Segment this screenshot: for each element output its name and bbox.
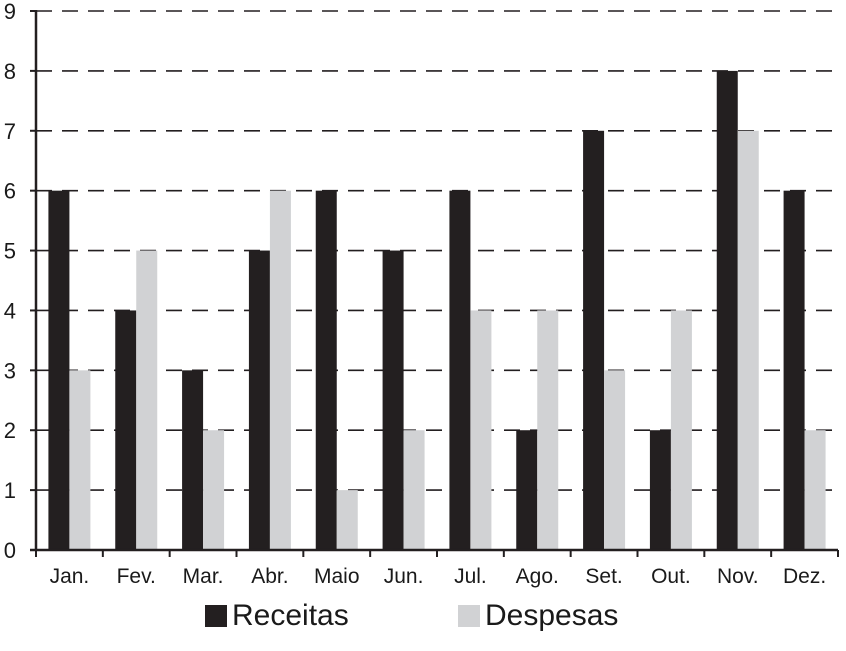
axes — [30, 10, 839, 557]
bar-despesas-1 — [69, 370, 91, 550]
bar-despesas-2 — [136, 250, 158, 551]
bars — [48, 70, 826, 551]
y-tick-label-2: 2 — [4, 418, 16, 443]
bar-despesas-7 — [470, 310, 492, 550]
x-tick-label-5: Maio — [314, 565, 360, 588]
bar-receitas-6 — [382, 250, 404, 551]
axis-labels: 0 1 2 3 4 5 6 7 8 9 Jan. Fev. Mar. Abr. Maio Jun. Jul. Ag… — [4, 0, 826, 588]
bar-despesas-12 — [804, 430, 826, 550]
bar-despesas-3 — [203, 430, 225, 550]
legend-label-receitas: Receitas — [232, 599, 349, 632]
legend-swatch-receitas — [205, 605, 227, 627]
bar-despesas-9 — [604, 370, 626, 550]
bar-despesas-5 — [336, 490, 358, 550]
bar-receitas-1 — [48, 190, 70, 550]
bar-receitas-9 — [583, 130, 605, 550]
x-tick-label-9: Set. — [585, 565, 622, 588]
bar-receitas-7 — [449, 190, 471, 550]
legend: Receitas Despesas — [0, 598, 846, 648]
x-tick-label-1: Jan. — [50, 565, 90, 588]
bar-receitas-10 — [649, 430, 671, 550]
x-tick-label-3: Mar. — [183, 565, 224, 588]
bar-receitas-2 — [115, 310, 137, 550]
bar-despesas-4 — [269, 190, 291, 550]
legend-swatch-despesas — [458, 605, 480, 627]
bar-receitas-3 — [182, 370, 204, 550]
bar-despesas-11 — [737, 130, 759, 550]
bar-receitas-11 — [716, 70, 738, 550]
legend-item-receitas: Receitas — [205, 598, 349, 634]
y-tick-label-1: 1 — [4, 478, 16, 503]
legend-label-despesas: Despesas — [485, 599, 619, 632]
x-tick-label-12: Dez. — [783, 565, 826, 588]
y-tick-label-9: 9 — [4, 0, 16, 24]
bar-despesas-8 — [537, 310, 559, 550]
y-tick-label-4: 4 — [4, 298, 16, 323]
bar-chart: 0 1 2 3 4 5 6 7 8 9 Jan. Fev. Mar. Abr. Maio Jun. Jul. Ag… — [4, 0, 839, 588]
x-tick-label-11: Nov. — [717, 565, 759, 588]
gridlines — [36, 10, 838, 491]
x-tick-label-7: Jul. — [454, 565, 487, 588]
y-tick-label-3: 3 — [4, 358, 16, 383]
x-tick-label-8: Ago. — [516, 565, 559, 588]
bar-receitas-5 — [315, 190, 337, 550]
legend-item-despesas: Despesas — [458, 598, 618, 634]
bar-receitas-12 — [783, 190, 805, 550]
y-tick-label-8: 8 — [4, 59, 16, 84]
x-tick-label-2: Fev. — [117, 565, 156, 588]
bar-despesas-10 — [670, 310, 692, 550]
bar-receitas-4 — [248, 250, 270, 551]
y-tick-label-0: 0 — [4, 538, 16, 563]
bar-despesas-6 — [403, 430, 425, 550]
x-tick-label-4: Abr. — [251, 565, 288, 588]
x-tick-label-10: Out. — [651, 565, 691, 588]
x-tick-label-6: Jun. — [384, 565, 424, 588]
y-tick-label-5: 5 — [4, 239, 16, 264]
bar-receitas-8 — [516, 430, 538, 550]
y-tick-label-6: 6 — [4, 179, 16, 204]
y-tick-label-7: 7 — [4, 119, 16, 144]
